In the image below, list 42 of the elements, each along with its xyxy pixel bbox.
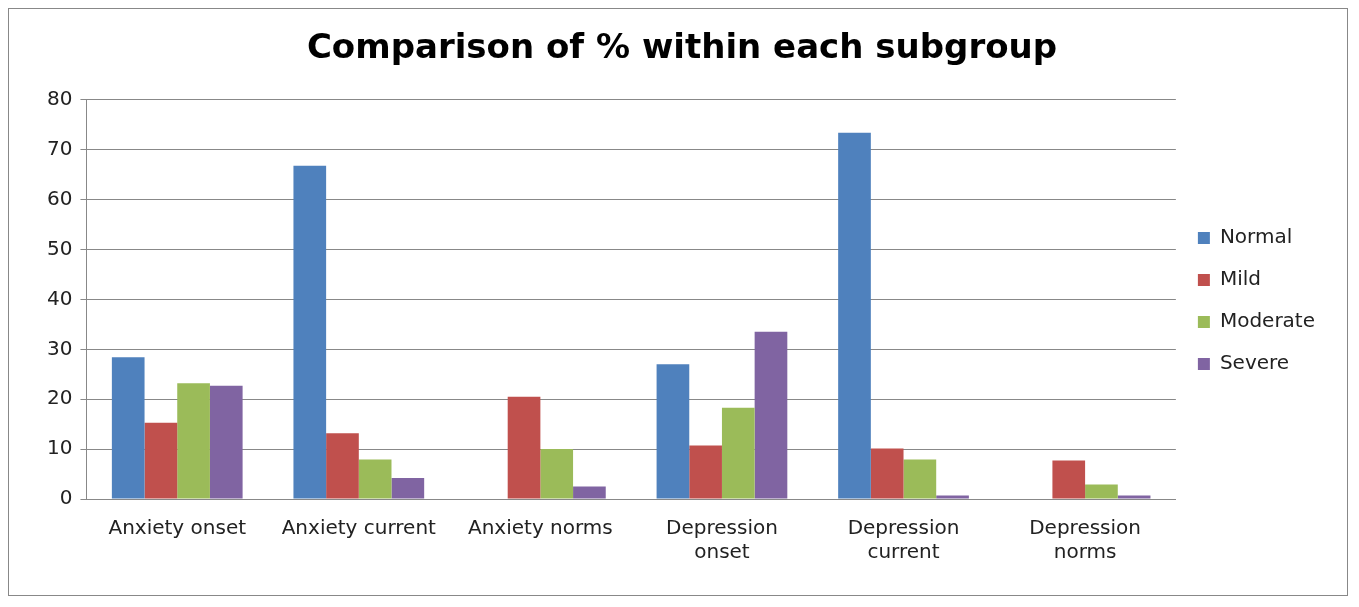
x-tick-label: Depression current bbox=[847, 515, 960, 564]
bar bbox=[1052, 460, 1086, 499]
bar bbox=[573, 486, 606, 499]
bar bbox=[870, 448, 904, 499]
x-tick-label: Anxiety norms bbox=[467, 515, 613, 540]
y-tick-label: 80 bbox=[47, 86, 73, 110]
x-tick-label: Depression onset bbox=[666, 515, 778, 564]
bar bbox=[936, 495, 969, 499]
x-tick-label: Anxiety onset bbox=[108, 515, 247, 540]
bar bbox=[689, 445, 722, 499]
bar bbox=[838, 132, 871, 499]
bar bbox=[540, 449, 574, 499]
bar bbox=[1085, 484, 1118, 499]
legend-label: Mild bbox=[1219, 266, 1261, 291]
bar bbox=[507, 396, 541, 499]
bar bbox=[209, 385, 243, 499]
y-tick-label: 50 bbox=[47, 235, 73, 260]
y-tick-label: 20 bbox=[47, 385, 73, 410]
y-tick-label: 30 bbox=[47, 335, 73, 360]
legend-label: Moderate bbox=[1219, 308, 1316, 333]
y-tick-label: 40 bbox=[47, 285, 73, 310]
legend-label: Normal bbox=[1219, 224, 1293, 249]
bar bbox=[754, 331, 788, 499]
bar bbox=[1117, 495, 1151, 499]
y-tick-label: 10 bbox=[47, 435, 73, 460]
y-tick-label: 0 bbox=[59, 485, 73, 510]
x-tick-label: Depression norms bbox=[1029, 515, 1141, 564]
bar bbox=[358, 459, 392, 499]
x-tick-label: Anxiety current bbox=[281, 515, 437, 540]
bar bbox=[903, 459, 937, 499]
bar bbox=[177, 383, 210, 499]
bar bbox=[326, 433, 359, 499]
bar bbox=[293, 165, 327, 499]
bar bbox=[391, 478, 425, 499]
bar bbox=[144, 422, 178, 499]
y-tick-label: 70 bbox=[47, 135, 73, 160]
bar bbox=[111, 357, 145, 499]
legend-label: Severe bbox=[1219, 350, 1290, 375]
chart-title: Comparison of % within each subgroup bbox=[306, 26, 1058, 67]
y-tick-label: 60 bbox=[47, 185, 73, 210]
bar bbox=[721, 407, 755, 499]
bar bbox=[656, 364, 690, 499]
